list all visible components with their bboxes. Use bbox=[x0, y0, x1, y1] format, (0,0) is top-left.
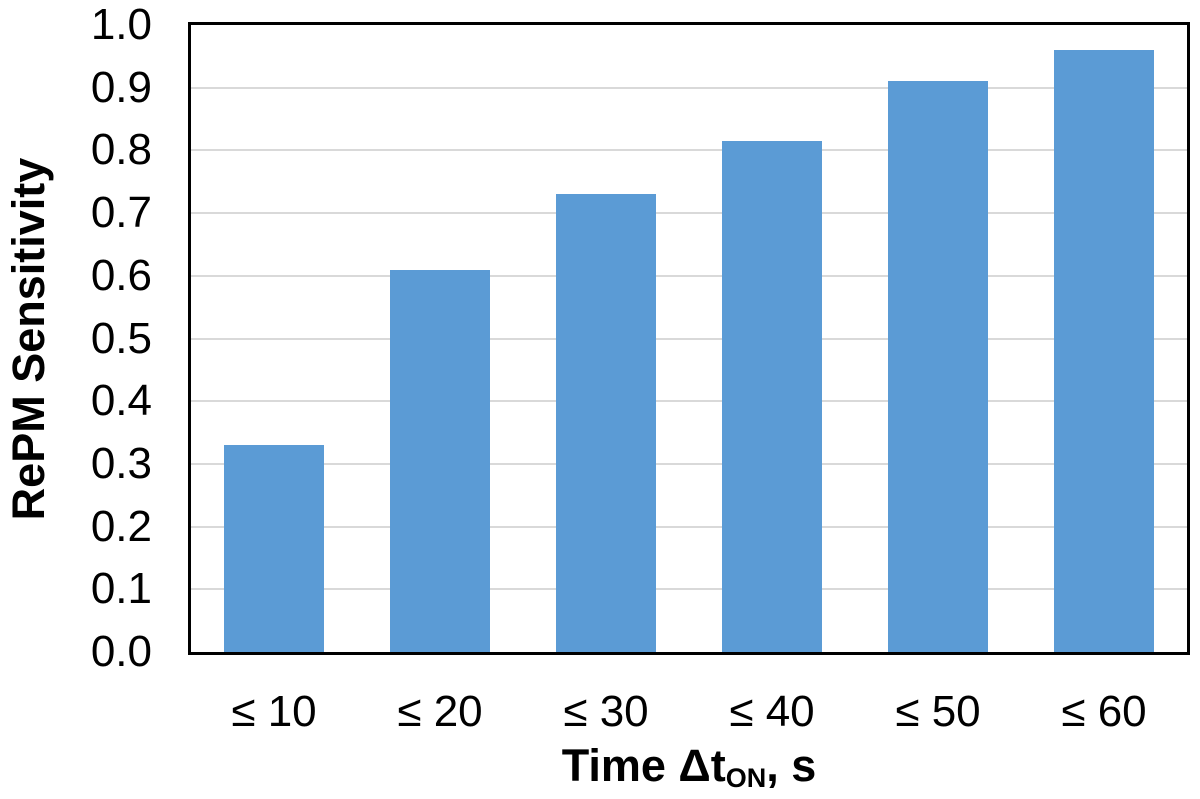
bar-≤40 bbox=[722, 141, 822, 652]
x-axis-title-prefix: Time Δt bbox=[561, 740, 726, 791]
x-tick-label: ≤ 30 bbox=[563, 687, 649, 736]
gridline bbox=[191, 525, 1187, 528]
x-tick-label: ≤ 60 bbox=[1061, 687, 1147, 736]
bar-≤30 bbox=[556, 194, 656, 652]
gridline bbox=[191, 149, 1187, 152]
gridline bbox=[191, 588, 1187, 591]
gridline bbox=[191, 400, 1187, 403]
y-tick-label: 0.2 bbox=[90, 501, 152, 551]
y-tick-label: 0.3 bbox=[90, 438, 152, 488]
bar-≤10 bbox=[224, 445, 324, 652]
bar-≤60 bbox=[1054, 50, 1154, 652]
x-axis-title-subscript: ON bbox=[725, 762, 767, 793]
x-tick-label: ≤ 50 bbox=[895, 687, 981, 736]
gridline bbox=[191, 86, 1187, 89]
y-tick-label: 0.9 bbox=[90, 62, 152, 112]
y-tick-label: 1.0 bbox=[90, 0, 152, 49]
x-tick-label: ≤ 40 bbox=[729, 687, 815, 736]
y-tick-label: 0.0 bbox=[90, 627, 152, 676]
y-tick-label: 0.5 bbox=[90, 313, 152, 363]
x-tick-label: ≤ 10 bbox=[231, 687, 317, 736]
y-tick-label: 0.7 bbox=[90, 188, 152, 238]
y-tick-label: 0.8 bbox=[90, 125, 152, 175]
gridline bbox=[191, 337, 1187, 340]
bar-≤50 bbox=[888, 81, 988, 652]
bar-≤20 bbox=[390, 269, 490, 652]
y-tick-label: 0.1 bbox=[90, 564, 152, 614]
x-tick-label: ≤ 20 bbox=[397, 687, 483, 736]
x-axis-title-suffix: , s bbox=[766, 740, 817, 791]
x-axis-title: Time ΔtON, s bbox=[188, 742, 1190, 796]
plot-area bbox=[188, 22, 1190, 655]
gridline bbox=[191, 462, 1187, 465]
y-tick-label: 0.6 bbox=[90, 250, 152, 300]
gridline bbox=[191, 212, 1187, 215]
y-tick-label: 0.4 bbox=[90, 376, 152, 426]
gridline bbox=[191, 274, 1187, 277]
